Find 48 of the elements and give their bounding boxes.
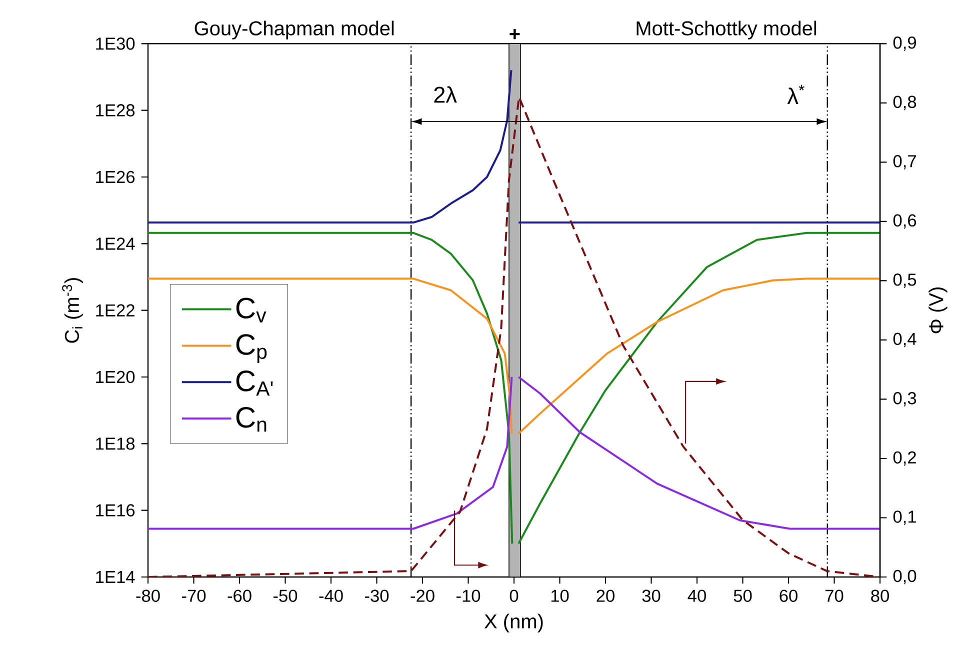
x-axis-title: X (nm) [484, 614, 543, 632]
legend-label: C$_{n}$ [236, 406, 266, 432]
x-tick-label: -20 [410, 590, 434, 602]
y-tick-label: 1E20 [96, 370, 135, 384]
x-tick-label: 20 [596, 590, 614, 602]
legend-label: C$_{v}$ [236, 298, 266, 322]
x-tick-label: -80 [136, 590, 160, 602]
x-tick-label: 80 [871, 590, 889, 602]
y2-tick-label: 0,6 [893, 214, 916, 229]
y2-tick-label: 0,9 [893, 36, 916, 51]
legend-label: C$_{A'}$ [236, 370, 273, 396]
y2-tick-label: 0,5 [893, 274, 916, 288]
x-tick-label: 0 [510, 590, 518, 602]
y2-tick-label: 0,0 [893, 570, 916, 584]
x-tick-label: -40 [319, 590, 343, 602]
x-tick-label: 60 [780, 590, 798, 602]
ref-line-label: 2λ [434, 86, 457, 103]
y2-tick-label: 0,7 [893, 155, 916, 170]
x-tick-label: -70 [182, 590, 206, 602]
text: Mott-Schottky model [636, 20, 816, 40]
x-tick-label: -30 [365, 590, 389, 602]
x-tick-label: -60 [228, 590, 252, 602]
x-tick-label: -50 [274, 590, 298, 602]
y2-tick-label: 0,1 [893, 510, 916, 525]
legend-label: C$_{p}$ [236, 334, 267, 364]
x-tick-label: 10 [551, 590, 569, 602]
ref-line-label: λ$^{*}$ [787, 84, 804, 104]
y-tick-label: 1E16 [96, 504, 135, 516]
y2-tick-label: 0,4 [893, 332, 916, 348]
y-tick-label: 1E22 [96, 304, 134, 316]
y-axis-title: C$_{i}$ (m$^{-3}$) [62, 278, 83, 343]
y2-tick-label: 0,2 [893, 451, 916, 466]
x-tick-label: 30 [642, 590, 660, 602]
x-tick-label: -10 [456, 590, 480, 602]
y-tick-label: 1E24 [96, 238, 135, 250]
y-tick-label: 1E28 [96, 104, 135, 116]
y2-tick-label: 0,8 [893, 96, 916, 110]
text: Gouy-Chapman model [194, 20, 394, 40]
y-tick-label: 1E18 [96, 438, 135, 450]
y2-axis-title: Φ (V) [928, 288, 948, 334]
x-tick-label: 40 [688, 590, 706, 602]
y-tick-label: 1E14 [96, 571, 135, 583]
x-tick-label: 50 [734, 590, 752, 602]
y-tick-label: 1E26 [96, 170, 135, 184]
y2-tick-label: 0,3 [893, 392, 916, 406]
y-tick-label: 1E30 [96, 38, 135, 50]
band-label: + [510, 28, 520, 40]
x-tick-label: 70 [826, 590, 844, 602]
